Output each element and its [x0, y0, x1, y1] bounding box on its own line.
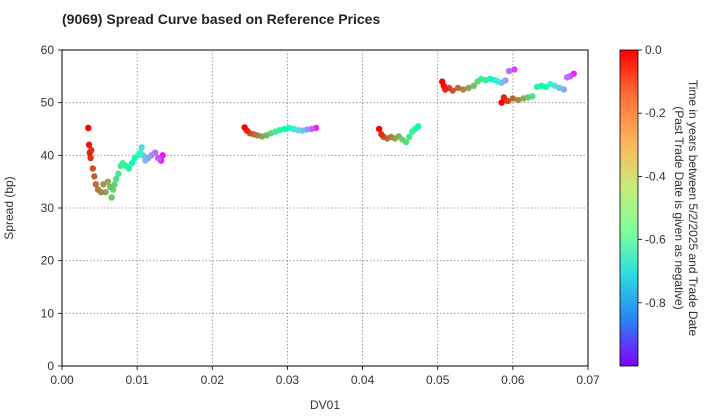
y-tick-label: 40 — [41, 148, 55, 162]
y-tick-label: 30 — [41, 201, 55, 215]
data-point — [112, 175, 120, 183]
x-tick-label: 0.00 — [50, 373, 74, 387]
data-point — [474, 78, 481, 85]
data-point — [470, 82, 477, 90]
colorbar-ticks: 0.0 -0.2 -0.4 -0.6 -0.8 — [638, 43, 666, 310]
data-point — [439, 78, 446, 85]
data-point — [514, 96, 522, 104]
data-point — [94, 186, 102, 193]
data-point — [91, 173, 98, 180]
colorbar-tick-label: -0.4 — [645, 169, 666, 183]
data-point — [131, 154, 139, 162]
y-tick-label: 50 — [41, 96, 55, 110]
data-point — [102, 189, 109, 196]
data-point — [460, 86, 467, 93]
x-tick-label: 0.05 — [426, 373, 450, 387]
y-axis-ticks: 0 10 20 30 40 50 60 — [41, 43, 62, 373]
colorbar-label-line1: Time in years between 5/2/2025 and Trade… — [686, 80, 700, 337]
y-tick-label: 0 — [47, 359, 54, 373]
data-point — [563, 74, 571, 81]
data-point — [89, 165, 97, 172]
y-tick-label: 20 — [41, 254, 55, 268]
data-point — [87, 154, 94, 162]
data-point — [85, 124, 92, 132]
x-tick-label: 0.04 — [351, 373, 375, 387]
y-tick-label: 10 — [41, 306, 55, 320]
colorbar — [619, 49, 639, 367]
chart-title: (9069) Spread Curve based on Reference P… — [62, 11, 380, 27]
data-point — [509, 95, 517, 102]
y-axis-label: Spread (bp) — [2, 176, 16, 239]
x-tick-label: 0.03 — [276, 373, 300, 387]
data-point — [117, 162, 124, 170]
data-point — [500, 94, 508, 101]
data-point — [128, 160, 136, 167]
data-point — [408, 128, 416, 135]
data-points — [85, 66, 577, 201]
data-point — [533, 83, 541, 91]
data-point — [154, 154, 162, 162]
colorbar-tick-label: -0.6 — [645, 233, 666, 247]
data-point — [498, 99, 505, 106]
data-point — [86, 149, 94, 156]
data-point — [85, 141, 93, 148]
x-tick-label: 0.07 — [576, 373, 600, 387]
data-point — [108, 194, 115, 201]
colorbar-tick-label: 0.0 — [645, 43, 662, 57]
data-point — [106, 183, 114, 191]
data-point — [138, 144, 145, 151]
y-tick-label: 60 — [41, 43, 55, 57]
data-point — [92, 181, 100, 188]
data-point — [520, 95, 527, 102]
x-tick-label: 0.01 — [125, 373, 149, 387]
data-point — [375, 125, 383, 133]
x-tick-label: 0.06 — [501, 373, 525, 387]
colorbar-tick-label: -0.2 — [645, 106, 666, 120]
data-point — [511, 66, 518, 73]
data-point — [241, 124, 248, 131]
data-point — [505, 67, 513, 75]
data-point — [454, 84, 462, 92]
colorbar-tick-label: -0.8 — [645, 296, 666, 310]
x-axis-ticks: 0.00 0.01 0.02 0.03 0.04 0.05 0.06 0.07 — [50, 366, 600, 387]
x-axis-label: DV01 — [310, 398, 340, 412]
x-tick-label: 0.02 — [201, 373, 225, 387]
data-point — [378, 131, 385, 138]
data-point — [465, 84, 472, 92]
data-point — [405, 133, 413, 141]
data-point — [115, 170, 122, 177]
colorbar-label-line2: (Past Trade Date is given as negative) — [672, 106, 686, 309]
data-point — [100, 181, 107, 188]
data-point — [142, 157, 149, 164]
